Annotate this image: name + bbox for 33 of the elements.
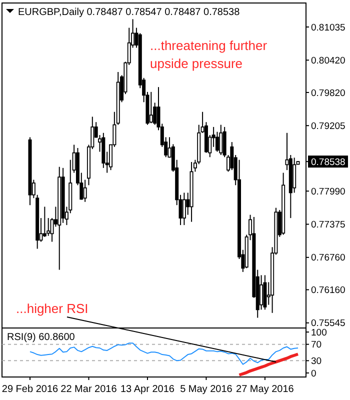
candlestick <box>292 157 296 194</box>
y-tick-label: 0.81035 <box>311 22 346 34</box>
y-tick-label: 0.79820 <box>311 88 346 99</box>
candlestick <box>149 91 153 124</box>
annotation: ...higher RSI <box>16 301 88 316</box>
annotation: ...threatening further upside pressure <box>150 38 268 71</box>
candlestick <box>83 179 87 202</box>
y-tick-label: 100 <box>311 327 327 338</box>
chart-title: EURGBP,Daily 0.78487 0.78547 0.78487 0.78538 <box>18 7 240 18</box>
y-tick-label: 30 <box>311 356 322 368</box>
chart-title: RSI(9) 60.8600 <box>7 332 76 343</box>
y-tick-label: 0.76760 <box>311 252 346 264</box>
x-tick-label: 13 Apr 2016 <box>120 384 175 395</box>
line-series <box>238 352 300 376</box>
x-tick-label: 29 Feb 2016 <box>2 384 59 395</box>
line-series <box>30 342 298 365</box>
x-tick-label: 22 Mar 2016 <box>60 384 118 395</box>
y-tick-label: 0.77990 <box>311 186 346 198</box>
y-tick-label: 0.78538 <box>311 156 346 168</box>
y-tick-label: 70 <box>311 340 322 351</box>
candlestick <box>260 274 264 310</box>
x-tick-label: 27 May 2016 <box>236 384 294 395</box>
y-tick-label: 0.79205 <box>311 120 346 132</box>
candlestick <box>182 192 186 226</box>
candlestick <box>215 131 219 152</box>
y-tick-label: 0.77375 <box>311 220 346 231</box>
y-tick-label: 0.80420 <box>311 55 346 66</box>
candlestick <box>42 206 46 238</box>
x-tick-label: 5 May 2016 <box>180 384 233 395</box>
y-tick-label: 0.76160 <box>311 285 346 296</box>
candlestick <box>219 124 223 156</box>
y-tick-label: 0 <box>311 368 316 380</box>
y-tick-label: 0.75545 <box>311 318 346 330</box>
